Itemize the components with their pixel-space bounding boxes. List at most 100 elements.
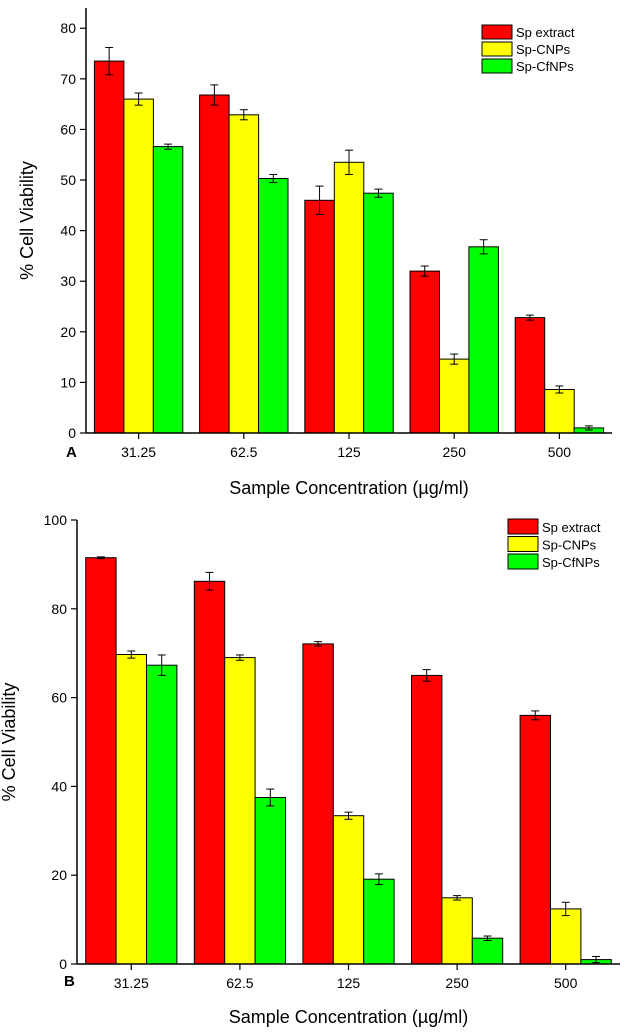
error-bar — [555, 385, 564, 394]
bar-sp-extract-1 — [193, 580, 226, 965]
panel-label: B — [64, 973, 75, 990]
error-bar — [345, 149, 353, 175]
bar-sp-cfnps-0 — [152, 146, 184, 434]
legend-swatch — [507, 536, 539, 552]
legend-swatch — [481, 58, 513, 74]
y-tick-label: 40 — [51, 778, 67, 794]
bar-sp-cnps-3 — [441, 897, 473, 965]
bar-sp-cfnps-0 — [146, 664, 178, 965]
bar-sp-cnps-1 — [228, 114, 260, 434]
legend-swatch — [507, 518, 539, 535]
chart-panel-b: 0 20 40 60 80 100 31.25 62.5 125 250 500 Sample Con… — [0, 512, 620, 1027]
error-bar — [422, 669, 431, 682]
bar-sp-extract-4 — [519, 714, 551, 965]
error-bar — [157, 654, 166, 676]
error-bar — [266, 788, 275, 807]
y-tick-label: 60 — [60, 121, 76, 137]
legend-label: Sp extract — [516, 25, 575, 40]
error-bar — [344, 811, 353, 820]
bar-sp-cnps-0 — [115, 654, 147, 965]
legend: Sp extract Sp-CNPs Sp-CfNPs — [507, 518, 601, 570]
chart-panel-a: 0 10 20 30 40 50 60 70 80 31.25 62.5 125 250 500 Sampl… — [17, 8, 612, 498]
x-tick-label: 31.25 — [121, 444, 156, 460]
bar-sp-cfnps-3 — [471, 937, 504, 965]
y-tick-label: 60 — [51, 690, 67, 706]
error-bar — [315, 185, 324, 215]
bar-sp-extract-0 — [85, 557, 117, 965]
error-bar — [450, 353, 459, 365]
legend-swatch — [481, 24, 513, 40]
legend-swatch — [507, 553, 539, 570]
y-tick-label: 80 — [51, 601, 67, 617]
x-tick-label: 31.25 — [114, 975, 149, 991]
y-tick-label: 0 — [68, 425, 76, 441]
y-tick-label: 70 — [60, 71, 76, 87]
y-tick-label: 20 — [60, 324, 76, 340]
bar-sp-cfnps-2 — [363, 878, 395, 965]
bar-sp-cfnps-3 — [468, 246, 499, 434]
bar-sp-cnps-3 — [439, 358, 470, 434]
bar-sp-cfnps-1 — [258, 178, 289, 434]
y-tick-label: 20 — [51, 867, 67, 883]
panel-label: A — [66, 444, 77, 461]
error-bar — [269, 173, 278, 184]
error-bar — [420, 265, 429, 277]
error-bar — [205, 571, 214, 591]
bar-sp-cnps-1 — [224, 657, 256, 965]
error-bar — [531, 710, 540, 721]
legend-label: Sp-CfNPs — [542, 555, 600, 570]
y-tick-label: 50 — [60, 172, 76, 188]
x-tick-label: 250 — [445, 975, 469, 991]
error-bar — [453, 895, 462, 901]
legend-label: Sp extract — [542, 520, 601, 535]
error-bar — [164, 143, 173, 150]
error-bar — [105, 46, 114, 76]
x-tick-label: 500 — [548, 444, 572, 460]
x-axis-title: Sample Concentration (µg/ml) — [229, 1007, 468, 1027]
error-bar — [592, 955, 601, 964]
legend-label: Sp-CNPs — [542, 538, 597, 553]
x-tick-label: 62.5 — [230, 444, 257, 460]
legend-label: Sp-CNPs — [516, 42, 571, 57]
y-tick-label: 40 — [60, 223, 76, 239]
x-tick-label: 62.5 — [226, 975, 253, 991]
x-tick-label: 250 — [443, 444, 467, 460]
x-tick-label: 500 — [554, 975, 578, 991]
bar-sp-extract-3 — [411, 674, 443, 965]
error-bar — [235, 654, 244, 661]
x-axis-title: Sample Concentration (µg/ml) — [229, 478, 468, 498]
error-bar — [561, 901, 570, 917]
y-tick-label: 80 — [60, 20, 76, 36]
bar-sp-cnps-4 — [544, 389, 575, 434]
bar-sp-extract-1 — [199, 94, 230, 434]
y-axis-title: % Cell Viability — [0, 683, 19, 802]
y-tick-label: 100 — [44, 512, 68, 528]
bar-sp-cfnps-1 — [254, 797, 287, 965]
x-tick-label: 125 — [337, 444, 361, 460]
bar-sp-extract-3 — [409, 270, 440, 434]
error-bar — [314, 641, 323, 647]
legend-label: Sp-CfNPs — [516, 59, 574, 74]
error-bar — [483, 935, 492, 941]
error-bar — [239, 109, 248, 121]
bar-sp-extract-2 — [304, 199, 335, 434]
bar-sp-cnps-2 — [332, 815, 365, 965]
error-bar — [127, 650, 136, 659]
bar-sp-extract-2 — [302, 643, 334, 965]
bar-sp-cfnps-2 — [363, 192, 394, 434]
error-bar — [134, 92, 143, 106]
bar-sp-cnps-0 — [123, 98, 154, 434]
error-bar — [479, 239, 488, 255]
bar-sp-cnps-4 — [550, 908, 582, 965]
y-tick-label: 30 — [60, 273, 76, 289]
bar-sp-extract-0 — [93, 60, 125, 434]
y-axis-title: % Cell Viability — [17, 161, 37, 280]
error-bar — [374, 188, 383, 198]
error-bar — [374, 873, 383, 886]
error-bar — [584, 425, 593, 431]
y-tick-label: 10 — [60, 374, 76, 390]
error-bar — [96, 556, 105, 560]
legend: Sp extract Sp-CNPs Sp-CfNPs — [481, 24, 575, 74]
legend-swatch — [481, 41, 513, 57]
